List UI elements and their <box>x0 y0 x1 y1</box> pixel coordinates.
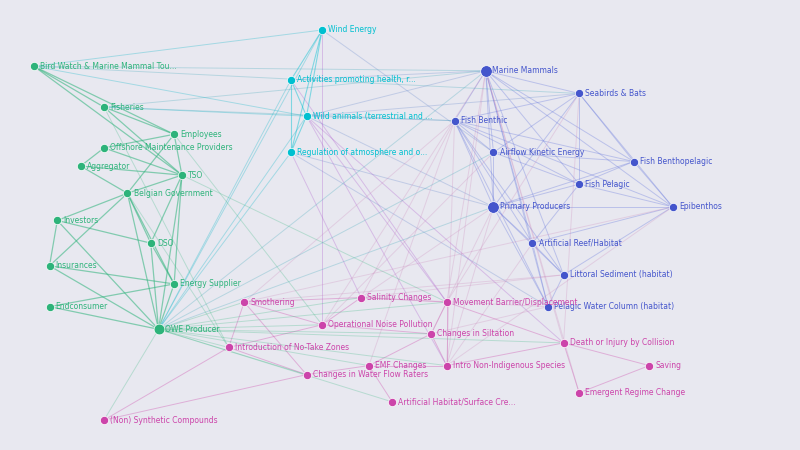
Text: Introduction of No-Take Zones: Introduction of No-Take Zones <box>235 343 349 352</box>
Text: Intro Non-Indigenous Species: Intro Non-Indigenous Species <box>453 361 565 370</box>
Text: Emergent Regime Change: Emergent Regime Change <box>586 388 686 397</box>
Text: Changes in Siltation: Changes in Siltation <box>438 329 514 338</box>
Text: Regulation of atmosphere and o...: Regulation of atmosphere and o... <box>297 148 427 157</box>
Point <box>627 158 640 165</box>
Text: Belgian Government: Belgian Government <box>134 189 212 198</box>
Point <box>573 389 586 396</box>
Text: Fish Benthopelagic: Fish Benthopelagic <box>640 157 712 166</box>
Point <box>152 326 165 333</box>
Point <box>98 416 110 423</box>
Text: Wind Energy: Wind Energy <box>328 26 377 35</box>
Text: Airflow Kinetic Energy: Airflow Kinetic Energy <box>500 148 584 157</box>
Text: Artificial Habitat/Surface Cre...: Artificial Habitat/Surface Cre... <box>398 397 516 406</box>
Point <box>557 271 570 279</box>
Point <box>362 362 375 369</box>
Point <box>74 162 87 170</box>
Point <box>238 298 250 306</box>
Text: Insurances: Insurances <box>56 261 98 270</box>
Point <box>51 217 64 224</box>
Point <box>27 63 40 70</box>
Text: Smothering: Smothering <box>250 297 295 306</box>
Point <box>168 130 181 138</box>
Point <box>316 27 329 34</box>
Text: Littoral Sediment (habitat): Littoral Sediment (habitat) <box>570 270 673 279</box>
Text: EMF Changes: EMF Changes <box>375 361 426 370</box>
Point <box>479 67 492 74</box>
Text: Fisheries: Fisheries <box>110 103 144 112</box>
Text: Endconsumer: Endconsumer <box>56 302 108 311</box>
Point <box>542 303 554 310</box>
Text: Marine Mammals: Marine Mammals <box>492 66 558 75</box>
Text: Artificial Reef/Habitat: Artificial Reef/Habitat <box>538 238 622 248</box>
Text: Fish Benthic: Fish Benthic <box>461 116 507 125</box>
Point <box>43 262 56 270</box>
Text: Bird Watch & Marine Mammal Tou...: Bird Watch & Marine Mammal Tou... <box>40 62 177 71</box>
Point <box>526 239 539 247</box>
Point <box>121 189 134 197</box>
Text: Activities promoting health, r...: Activities promoting health, r... <box>297 76 416 85</box>
Text: Operational Noise Pollution: Operational Noise Pollution <box>328 320 433 329</box>
Point <box>354 294 367 301</box>
Point <box>440 298 453 306</box>
Text: OWE Producer: OWE Producer <box>165 325 219 334</box>
Point <box>440 362 453 369</box>
Point <box>643 362 656 369</box>
Point <box>316 321 329 328</box>
Point <box>487 149 500 156</box>
Point <box>557 339 570 346</box>
Point <box>285 76 298 84</box>
Point <box>487 203 500 211</box>
Point <box>175 171 188 179</box>
Text: Death or Injury by Collision: Death or Injury by Collision <box>570 338 674 347</box>
Text: (Non) Synthetic Compounds: (Non) Synthetic Compounds <box>110 415 218 424</box>
Point <box>386 398 398 405</box>
Point <box>300 371 313 378</box>
Point <box>573 90 586 97</box>
Text: TSO: TSO <box>188 171 203 180</box>
Text: Changes in Water Flow Raters: Changes in Water Flow Raters <box>313 370 428 379</box>
Text: Fish Pelagic: Fish Pelagic <box>586 180 630 189</box>
Text: Wild animals (terrestrial and ...: Wild animals (terrestrial and ... <box>313 112 432 121</box>
Text: Pelagic Water Column (habitat): Pelagic Water Column (habitat) <box>554 302 674 311</box>
Point <box>222 344 235 351</box>
Point <box>285 149 298 156</box>
Point <box>448 117 461 124</box>
Text: DSO: DSO <box>157 238 174 248</box>
Text: Investors: Investors <box>63 216 98 225</box>
Point <box>573 180 586 188</box>
Text: Saving: Saving <box>655 361 682 370</box>
Text: Movement Barrier/Displacement: Movement Barrier/Displacement <box>453 297 578 306</box>
Point <box>98 144 110 152</box>
Point <box>300 112 313 120</box>
Point <box>43 303 56 310</box>
Text: Seabirds & Bats: Seabirds & Bats <box>586 89 646 98</box>
Point <box>666 203 679 211</box>
Text: Offshore Maintenance Providers: Offshore Maintenance Providers <box>110 144 233 153</box>
Point <box>98 104 110 111</box>
Text: Energy Supplier: Energy Supplier <box>180 279 242 288</box>
Text: Salinity Changes: Salinity Changes <box>367 293 432 302</box>
Text: Aggregator: Aggregator <box>87 162 130 171</box>
Point <box>425 330 438 338</box>
Point <box>144 239 157 247</box>
Text: Epibenthos: Epibenthos <box>679 202 722 211</box>
Text: Primary Producers: Primary Producers <box>500 202 570 211</box>
Text: Employees: Employees <box>180 130 222 139</box>
Point <box>168 280 181 288</box>
